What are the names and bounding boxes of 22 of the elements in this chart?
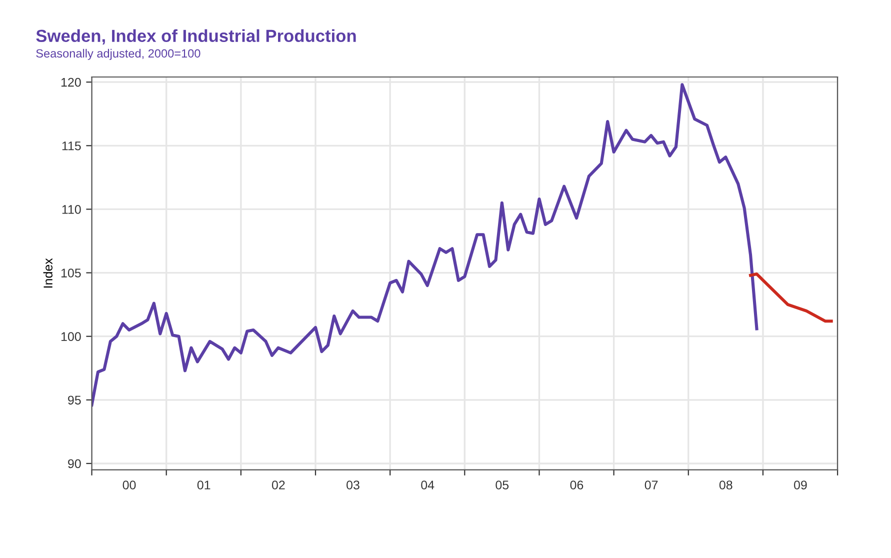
y-tick-label: 110 bbox=[62, 205, 81, 214]
x-tick-label: 08 bbox=[719, 480, 732, 490]
x-tick-label: 02 bbox=[272, 480, 285, 490]
chart-subtitle: Seasonally adjusted, 2000=100 bbox=[36, 48, 200, 60]
x-tick-label: 05 bbox=[496, 480, 509, 490]
y-tick-label: 95 bbox=[68, 396, 81, 405]
x-tick-label: 01 bbox=[197, 480, 210, 490]
y-tick-label: 115 bbox=[62, 142, 81, 150]
line-series bbox=[92, 83, 758, 407]
x-tick-label: 03 bbox=[346, 480, 360, 490]
x-tick-label: 07 bbox=[644, 480, 658, 490]
chart-title: Sweden, Index of Industrial Production bbox=[36, 29, 356, 45]
x-tick-label: 04 bbox=[421, 480, 434, 490]
x-tick-label: 00 bbox=[122, 480, 136, 490]
y-tick-label: 90 bbox=[68, 459, 81, 468]
y-tick-label: 100 bbox=[61, 332, 81, 341]
x-tick-label: 09 bbox=[794, 480, 807, 490]
line-series bbox=[749, 272, 833, 323]
x-tick-label: 06 bbox=[570, 480, 584, 490]
y-tick-label: 105 bbox=[61, 268, 81, 278]
y-tick-label: 120 bbox=[61, 78, 81, 87]
y-axis-title: Index bbox=[43, 258, 52, 288]
